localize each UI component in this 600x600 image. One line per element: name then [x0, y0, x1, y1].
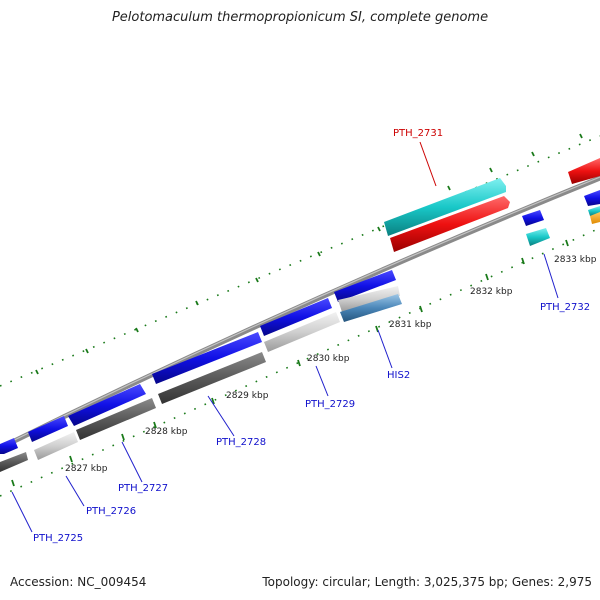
kbp-label: 2830 kbp — [307, 354, 350, 364]
kbp-label: 2832 kbp — [470, 287, 513, 297]
gene-feature[interactable] — [28, 416, 68, 442]
gene-feature-red[interactable] — [390, 196, 510, 252]
kbp-label: 2827 kbp — [65, 464, 108, 474]
gene-feature[interactable] — [76, 398, 156, 440]
gene-feature[interactable] — [338, 286, 400, 312]
gene-feature[interactable] — [340, 294, 402, 322]
gene-feature[interactable] — [68, 384, 146, 426]
gene-feature-teal[interactable] — [526, 228, 550, 246]
gene-feature[interactable] — [334, 270, 396, 302]
highlight-genes — [384, 158, 600, 252]
kbp-label: 2831 kbp — [389, 320, 432, 330]
gene-feature[interactable] — [264, 312, 340, 352]
gene-feature[interactable] — [0, 438, 18, 454]
inner-tick-track — [0, 227, 600, 497]
outer-major-ticks — [35, 133, 583, 375]
gene-label-his2[interactable]: HIS2 — [387, 370, 410, 381]
gene-feature-orange[interactable] — [590, 212, 600, 224]
gene-feature-teal[interactable] — [384, 178, 506, 236]
kbp-label: 2833 kbp — [554, 255, 597, 265]
gene-feature[interactable] — [158, 352, 266, 404]
gene-label-pth-2731[interactable]: PTH_2731 — [393, 128, 443, 139]
gene-feature[interactable] — [522, 210, 544, 226]
accession-text: Accession: NC_009454 — [10, 575, 147, 589]
map-title: Pelotomaculum thermopropionicum SI, comp… — [111, 10, 489, 25]
gene-labels: PTH_2725 PTH_2726 PTH_2727 PTH_2728 PTH_… — [33, 128, 590, 544]
kbp-label: 2829 kbp — [226, 391, 269, 401]
outer-tick-track — [0, 135, 600, 387]
genome-backbone — [0, 175, 600, 451]
gene-label-pth-2726[interactable]: PTH_2726 — [86, 506, 136, 517]
genome-summary-text: Topology: circular; Length: 3,025,375 bp… — [262, 575, 592, 589]
inner-major-ticks — [11, 239, 569, 487]
kbp-label: 2828 kbp — [145, 427, 188, 437]
gene-feature[interactable] — [584, 190, 600, 206]
gene-feature[interactable] — [0, 452, 28, 472]
gene-feature[interactable] — [152, 332, 262, 384]
gene-label-pth-2732[interactable]: PTH_2732 — [540, 302, 590, 313]
gene-label-pth-2727[interactable]: PTH_2727 — [118, 483, 168, 494]
reverse-strand-genes — [0, 286, 402, 472]
kbp-scale-labels: 2827 kbp 2828 kbp 2829 kbp 2830 kbp 2831… — [65, 255, 597, 474]
forward-strand-genes — [0, 190, 600, 454]
gene-label-pth-2725[interactable]: PTH_2725 — [33, 533, 83, 544]
gene-feature-red[interactable] — [568, 158, 600, 184]
gene-leader-lines — [11, 141, 559, 533]
gene-label-pth-2729[interactable]: PTH_2729 — [305, 399, 355, 410]
gene-feature[interactable] — [260, 298, 332, 336]
gene-label-pth-2728[interactable]: PTH_2728 — [216, 437, 266, 448]
gene-feature[interactable] — [34, 432, 78, 460]
